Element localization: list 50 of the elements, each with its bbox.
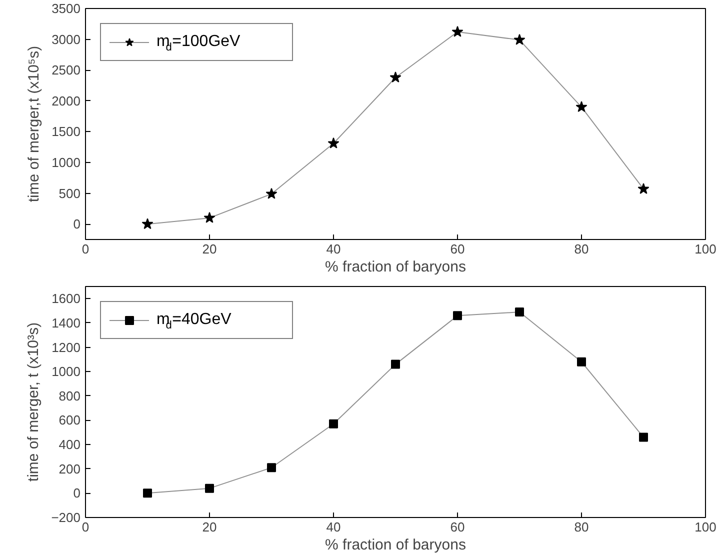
point bbox=[266, 188, 278, 199]
x-tick-label: 80 bbox=[574, 520, 589, 534]
y-tick-label: 400 bbox=[58, 437, 81, 452]
point bbox=[576, 101, 588, 112]
point bbox=[639, 432, 648, 442]
x-tick-label: 80 bbox=[574, 242, 589, 256]
y-tick-label: 1000 bbox=[52, 155, 80, 170]
point bbox=[452, 26, 464, 37]
y-tick-label: 2500 bbox=[52, 62, 80, 78]
point bbox=[390, 71, 402, 82]
x-tick-label: 100 bbox=[694, 520, 716, 534]
y-tick-label: −200 bbox=[51, 510, 81, 525]
point bbox=[204, 212, 216, 223]
y-tick-label: 1500 bbox=[52, 124, 80, 140]
y-tick-label: 1600 bbox=[52, 291, 80, 306]
x-axis-title: % fraction of baryons bbox=[325, 258, 466, 276]
y-tick-label: 0 bbox=[73, 216, 81, 232]
y-tick-label: 2000 bbox=[52, 93, 80, 108]
y-tick-label: 200 bbox=[58, 461, 81, 476]
point bbox=[143, 488, 152, 498]
y-tick-label: 1200 bbox=[52, 340, 80, 355]
x-tick-label: 40 bbox=[326, 520, 341, 534]
y-tick-label: 1400 bbox=[52, 315, 80, 330]
point bbox=[515, 308, 524, 317]
point bbox=[577, 357, 586, 366]
y-axis-title: time of merger,t (x10⁵s) bbox=[26, 46, 43, 202]
y-tick-label: 0 bbox=[73, 486, 81, 501]
point bbox=[638, 182, 650, 194]
point bbox=[453, 311, 462, 320]
y-tick-label: 800 bbox=[58, 388, 81, 404]
point bbox=[142, 218, 154, 230]
y-tick-label: 3500 bbox=[52, 1, 80, 16]
x-tick-label: 20 bbox=[202, 520, 217, 534]
y-axis-title: time of merger, t (x10³s) bbox=[25, 322, 42, 482]
x-tick-label: 20 bbox=[202, 242, 217, 256]
y-tick-label: 1000 bbox=[52, 364, 80, 380]
y-tick-label: 600 bbox=[58, 412, 81, 428]
point bbox=[328, 137, 340, 148]
point bbox=[514, 34, 526, 45]
y-tick-label: 500 bbox=[58, 186, 81, 201]
x-axis-title: % fraction of baryons bbox=[325, 536, 466, 554]
x-tick-label: 60 bbox=[450, 242, 465, 256]
point bbox=[391, 360, 400, 369]
x-tick-label: 40 bbox=[326, 242, 341, 256]
y-tick-label: 3000 bbox=[52, 32, 80, 47]
x-tick-label: 100 bbox=[694, 242, 716, 256]
point bbox=[329, 419, 338, 428]
point bbox=[205, 484, 214, 493]
point bbox=[267, 463, 276, 472]
x-tick-label: 60 bbox=[450, 520, 465, 534]
